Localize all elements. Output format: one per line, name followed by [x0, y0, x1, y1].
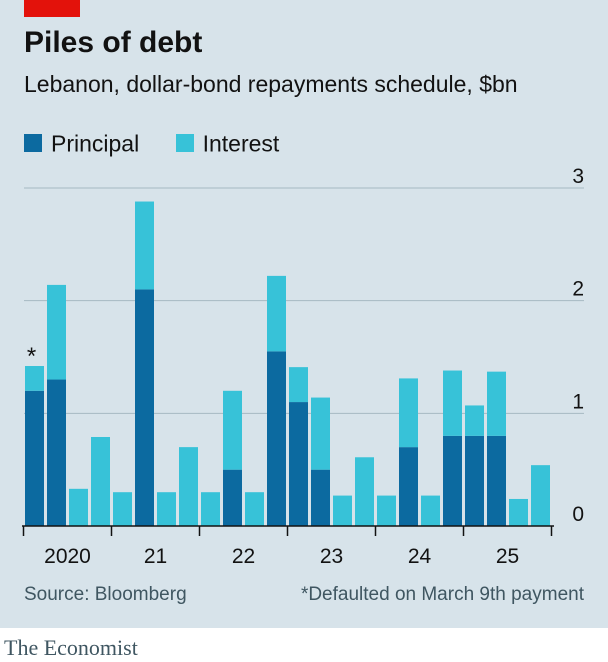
- bar-interest-0: [25, 366, 44, 391]
- chart-legend: Principal Interest: [24, 128, 309, 157]
- bar-principal-12: [289, 402, 308, 526]
- economist-logo-text: The Economist: [4, 635, 138, 660]
- y-tick-label-2: 2: [572, 278, 584, 301]
- bar-interest-15: [355, 457, 374, 526]
- bar-interest-14: [333, 495, 352, 526]
- y-tick-label-3: 3: [572, 165, 584, 188]
- bar-interest-21: [487, 371, 506, 436]
- x-tick-label-24: 24: [408, 545, 432, 568]
- bar-principal-13: [311, 469, 330, 526]
- bar-interest-17: [399, 378, 418, 448]
- y-tick-label-0: 0: [572, 503, 584, 526]
- chart-title: Piles of debt: [24, 26, 203, 59]
- bar-principal-11: [267, 351, 286, 526]
- source-note: Source: Bloomberg: [24, 584, 187, 605]
- bar-interest-22: [509, 498, 528, 526]
- x-tick-label-21: 21: [144, 545, 167, 568]
- bar-interest-11: [267, 275, 286, 352]
- bar-principal-1: [47, 379, 66, 526]
- legend-label-principal: Principal: [51, 130, 140, 157]
- chart-subtitle: Lebanon, dollar-bond repayments schedule…: [24, 71, 518, 97]
- bar-principal-19: [443, 435, 462, 526]
- legend-swatch-interest: [175, 133, 194, 152]
- bar-interest-16: [377, 495, 396, 526]
- bar-interest-6: [157, 492, 176, 526]
- bar-interest-10: [245, 492, 264, 526]
- bar-interest-2: [69, 488, 88, 526]
- bar-interest-18: [421, 495, 440, 526]
- bar-interest-23: [531, 465, 550, 526]
- x-tick-label-25: 25: [496, 545, 519, 568]
- bar-principal-5: [135, 289, 154, 526]
- bar-interest-19: [443, 370, 462, 436]
- bar-principal-20: [465, 435, 484, 526]
- bar-principal-0: [25, 390, 44, 526]
- legend-item-interest: Interest: [175, 129, 280, 157]
- bar-interest-5: [135, 201, 154, 290]
- bar-interest-9: [223, 390, 242, 470]
- bar-interest-13: [311, 397, 330, 470]
- legend-swatch-principal: [24, 133, 42, 152]
- y-tick-label-1: 1: [572, 390, 584, 413]
- bar-interest-20: [465, 405, 484, 436]
- x-tick-label-23: 23: [320, 545, 343, 568]
- bar-interest-12: [289, 367, 308, 403]
- x-tick-label-2020: 2020: [44, 545, 91, 568]
- bar-principal-9: [223, 469, 242, 526]
- bar-interest-1: [47, 284, 66, 380]
- bar-interest-3: [91, 436, 110, 526]
- x-tick-label-22: 22: [232, 545, 255, 568]
- bar-principal-21: [487, 435, 506, 526]
- legend-item-principal: Principal: [24, 129, 139, 157]
- legend-label-interest: Interest: [202, 130, 280, 157]
- brand-red-tag: [24, 0, 80, 17]
- bar-principal-17: [399, 447, 418, 526]
- bar-interest-4: [113, 492, 132, 526]
- bar-interest-8: [201, 492, 220, 526]
- footnote: *Defaulted on March 9th payment: [300, 584, 584, 605]
- bar-interest-7: [179, 447, 198, 526]
- bar-annotation-asterisk: *: [27, 343, 36, 370]
